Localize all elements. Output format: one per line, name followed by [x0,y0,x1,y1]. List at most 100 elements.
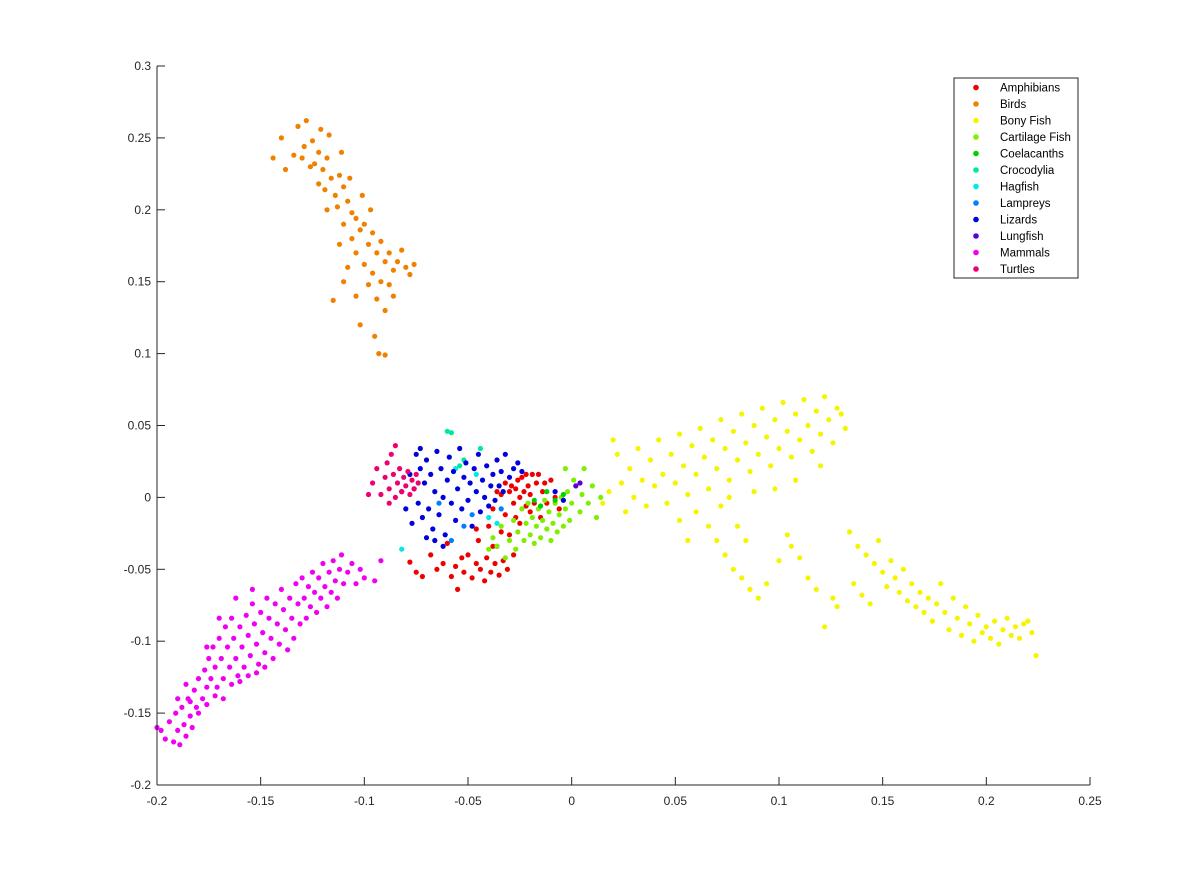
data-point [710,437,716,443]
data-point [382,259,388,265]
data-point [494,457,500,463]
y-tick-label: 0 [144,490,151,504]
data-point [755,595,761,601]
legend-marker [973,101,979,107]
data-point [270,655,276,662]
data-point [743,440,749,446]
data-point [510,552,517,558]
data-point [237,624,243,630]
data-point [987,635,994,641]
data-point [471,466,477,472]
data-point [473,471,479,477]
data-point [222,624,228,630]
data-point [432,489,438,495]
data-point [652,483,658,489]
data-point [488,483,494,489]
data-point [515,529,521,535]
data-point [813,586,819,593]
data-point [490,471,496,477]
data-point [546,509,552,515]
data-point [639,477,645,483]
data-point [365,282,372,288]
x-tick-label: 0.15 [871,794,895,808]
data-point [316,181,322,187]
data-point [336,566,343,572]
data-point [316,575,322,581]
data-point [556,512,562,518]
data-point [482,494,488,500]
data-point [245,632,251,639]
data-point [345,198,351,204]
data-point [407,491,413,498]
data-point [788,543,795,549]
data-point [469,512,475,518]
data-point [577,509,583,515]
data-point [220,696,226,702]
data-point [357,322,363,328]
data-point [345,264,351,270]
legend-marker [973,84,979,91]
data-point [535,471,542,477]
data-point [216,635,222,641]
data-point [444,428,450,434]
data-point [361,261,367,267]
data-point [533,523,540,529]
data-point [593,514,600,521]
data-point [490,535,496,541]
data-point [453,563,459,570]
data-point [492,497,498,503]
data-point [1025,618,1031,624]
data-point [846,529,853,535]
data-point [399,489,405,495]
data-point [525,500,531,506]
data-point [448,573,454,580]
data-point [585,500,591,506]
data-point [417,466,423,472]
data-point [274,621,280,627]
legend-label: Mammals [1000,248,1050,260]
data-point [486,523,492,529]
data-point [552,497,558,503]
data-point [992,618,998,624]
data-point [214,684,220,690]
data-point [527,491,533,498]
data-point [1021,621,1027,627]
data-point [492,560,498,567]
y-tick-label: 0.05 [128,419,152,433]
data-point [544,526,550,532]
data-point [407,271,413,278]
data-point [303,118,309,124]
data-point [432,537,438,544]
data-point [175,696,181,702]
data-point [560,497,567,503]
data-point [419,573,425,580]
data-point [502,512,508,518]
data-point [368,207,374,213]
data-point [386,486,392,492]
data-point [444,540,450,547]
legend-label: Turtles [1000,264,1035,276]
data-point [357,227,363,233]
data-point [204,684,210,690]
data-point [469,523,475,529]
data-point [249,586,255,593]
data-point [204,644,210,650]
data-point [378,491,384,498]
data-point [301,143,307,150]
data-point [479,477,486,483]
data-point [917,589,923,595]
data-point [386,250,392,256]
x-tick-label: -0.2 [147,794,168,808]
data-point [726,477,732,483]
data-point [237,678,243,685]
data-point [510,466,517,472]
data-point [542,480,548,486]
data-point [510,517,517,524]
data-point [330,558,336,564]
data-point [631,494,637,500]
data-point [370,270,376,276]
data-point [417,445,423,452]
data-point [498,529,504,535]
data-point [797,555,803,561]
legend-label: Bony Fish [1000,116,1051,128]
